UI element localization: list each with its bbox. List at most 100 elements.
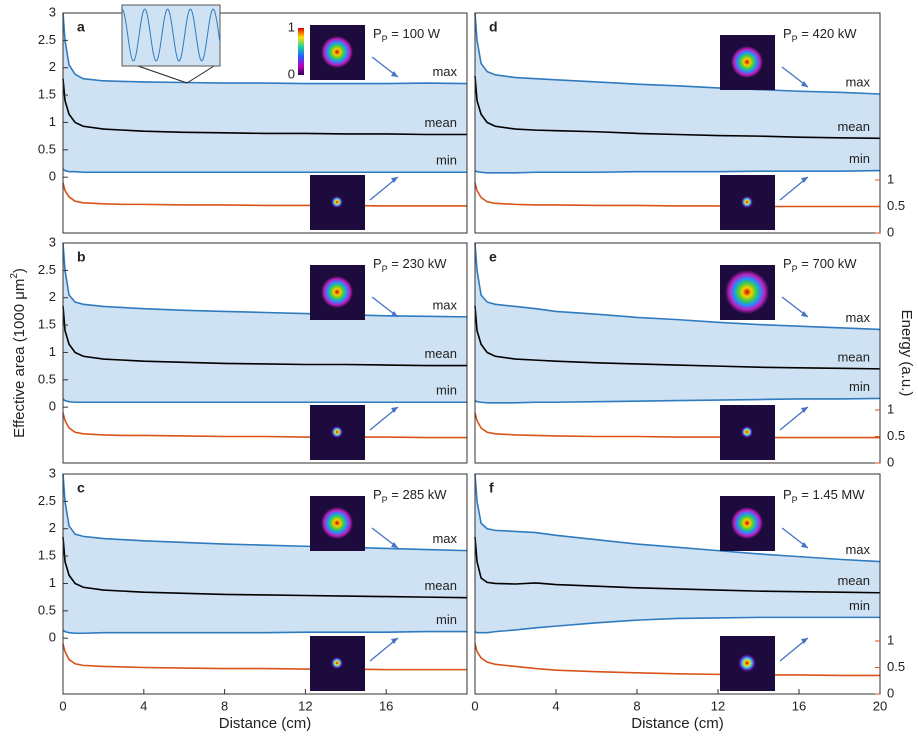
series-label: min [849,379,870,394]
y-tick-label: 2.5 [38,262,56,277]
y2-tick-label: 1 [887,632,894,647]
x-tick-label: 16 [379,698,393,713]
series-label: min [436,383,457,398]
power-symbol: P [783,487,792,502]
beam-profile [725,270,769,314]
y-axis-label-part: Effective area (1000 μm [11,279,28,438]
series-label: max [432,531,457,546]
y-axis-label-part: ) [11,268,28,273]
series-label: mean [424,578,457,593]
series-label: max [845,74,870,89]
y2-tick-label: 1 [887,171,894,186]
series-label: max [845,310,870,325]
colorbar-tick-label: 1 [288,19,295,34]
y-tick-label: 2.5 [38,493,56,508]
y-tick-label: 0 [49,630,56,645]
beam-profile [741,426,753,438]
panel: maxmeanmin04812162000.51Distance (cm)fPP… [471,474,905,732]
panel-letter: d [489,19,498,35]
y-tick-label: 0 [49,399,56,414]
colorbar-tick-label: 0 [288,66,295,81]
y-tick-label: 3 [49,4,56,19]
y-tick-label: 0.5 [38,602,56,617]
y-tick-label: 1.5 [38,317,56,332]
x-tick-label: 12 [298,698,312,713]
power-symbol: P [373,26,382,41]
y2-tick-label: 0 [887,224,894,239]
x-tick-label: 8 [633,698,640,713]
beam-profile [731,507,763,539]
power-text: = 100 W [388,26,441,41]
y2-tick-label: 0 [887,685,894,700]
beam-profile [331,426,343,438]
y-tick-label: 1 [49,114,56,129]
y-tick-label: 1.5 [38,87,56,102]
series-label: min [849,598,870,613]
series-label: max [432,297,457,312]
y-tick-label: 2.5 [38,32,56,47]
panel-letter: c [77,480,85,496]
x-tick-label: 16 [792,698,806,713]
y2-tick-label: 0.5 [887,198,905,213]
y-tick-label: 2 [49,289,56,304]
y-tick-label: 0.5 [38,371,56,386]
y-tick-label: 2 [49,520,56,535]
panel-letter: e [489,249,497,265]
y2-tick-label: 0.5 [887,659,905,674]
panel: max mean min 0 4 8 12 16 0 0.5 1 1.5 2 2.5 3 Distance (… [38,465,467,732]
x-tick-label: 4 [140,698,147,713]
beam-profile [321,36,353,68]
y-tick-label: 0.5 [38,141,56,156]
y-tick-label: 1 [49,344,56,359]
series-label: min [436,153,457,168]
beam-profile [738,654,756,672]
series-label: min [436,612,457,627]
series-label: mean [424,346,457,361]
x-tick-label: 8 [221,698,228,713]
x-axis-label: Distance (cm) [219,715,312,732]
series-label: min [849,151,870,166]
series-label: mean [837,119,870,134]
series-label: max [845,542,870,557]
colorbar [298,28,304,75]
y-tick-label: 2 [49,59,56,74]
power-symbol: P [783,26,792,41]
beam-profile [741,196,753,208]
x-tick-label: 20 [873,698,887,713]
power-text: = 700 kW [798,256,858,271]
x-tick-label: 0 [471,698,478,713]
y2-tick-label: 0.5 [887,428,905,443]
y-axis-label: Effective area (1000 μm2) [9,268,28,438]
y-tick-label: 3 [49,465,56,480]
beam-profile [321,507,353,539]
x-tick-label: 12 [711,698,725,713]
y2-axis-label: Energy (a.u.) [898,310,915,397]
y-tick-label: 3 [49,234,56,249]
x-tick-label: 0 [59,698,66,713]
power-symbol: P [373,487,382,502]
panel-letter: a [77,19,85,35]
y2-tick-label: 1 [887,401,894,416]
series-label: mean [837,573,870,588]
beam-profile [331,657,343,669]
power-text: = 285 kW [388,487,448,502]
power-text: = 420 kW [798,26,858,41]
panel-letter: f [489,480,494,496]
beam-profile [331,196,343,208]
panel-letter: b [77,249,86,265]
power-text: = 1.45 MW [798,487,866,502]
y-tick-label: 1 [49,575,56,590]
beam-profile [731,46,763,78]
power-symbol: P [373,256,382,271]
beam-profile [321,276,353,308]
y-tick-label: 1.5 [38,548,56,563]
series-label: max [432,64,457,79]
series-label: mean [837,349,870,364]
y2-tick-label: 0 [887,454,894,469]
figure: maxmeanmin00.511.522.53aPP = 100 W01maxm… [0,0,918,737]
y-tick-label: 0 [49,169,56,184]
series-label: mean [424,115,457,130]
